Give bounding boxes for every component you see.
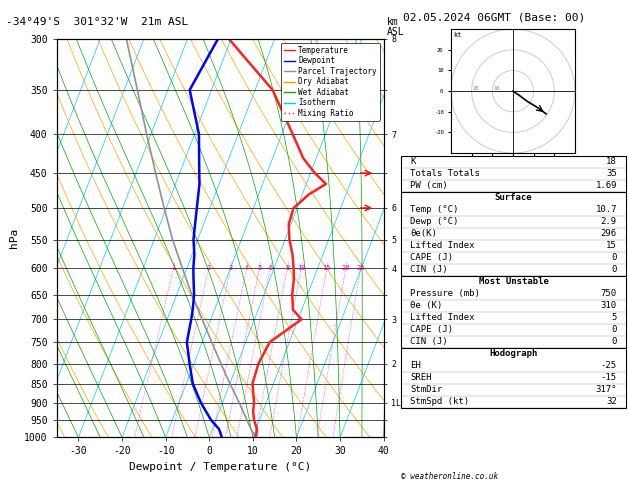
Text: θe(K): θe(K): [410, 229, 437, 238]
Text: 8: 8: [286, 265, 289, 271]
Text: Most Unstable: Most Unstable: [479, 277, 548, 286]
Text: 10.7: 10.7: [596, 205, 617, 214]
Text: Surface: Surface: [495, 193, 532, 202]
Text: 0: 0: [611, 325, 617, 334]
Text: 1: 1: [171, 265, 175, 271]
Text: 296: 296: [601, 229, 617, 238]
Text: 0: 0: [611, 337, 617, 346]
Text: Pressure (mb): Pressure (mb): [410, 289, 480, 298]
Text: 02.05.2024 06GMT (Base: 00): 02.05.2024 06GMT (Base: 00): [403, 12, 585, 22]
Text: 0: 0: [611, 265, 617, 274]
Text: 6: 6: [268, 265, 272, 271]
Text: 4: 4: [245, 265, 249, 271]
Text: km: km: [387, 17, 399, 27]
Text: 32: 32: [606, 397, 617, 406]
Text: 317°: 317°: [596, 385, 617, 394]
Text: K: K: [410, 157, 416, 166]
Text: kt: kt: [453, 33, 462, 38]
Text: 5: 5: [611, 313, 617, 322]
Text: Totals Totals: Totals Totals: [410, 169, 480, 178]
Text: CAPE (J): CAPE (J): [410, 325, 454, 334]
Y-axis label: hPa: hPa: [9, 228, 18, 248]
Text: -15: -15: [601, 373, 617, 382]
Text: 3: 3: [228, 265, 233, 271]
Legend: Temperature, Dewpoint, Parcel Trajectory, Dry Adiabat, Wet Adiabat, Isotherm, Mi: Temperature, Dewpoint, Parcel Trajectory…: [281, 43, 380, 121]
Text: Hodograph: Hodograph: [489, 349, 538, 358]
Text: CAPE (J): CAPE (J): [410, 253, 454, 262]
Text: -34°49'S  301°32'W  21m ASL: -34°49'S 301°32'W 21m ASL: [6, 17, 189, 27]
Text: 20: 20: [342, 265, 350, 271]
Text: 2: 2: [207, 265, 211, 271]
Text: 18: 18: [606, 157, 617, 166]
Y-axis label: Mixing Ratio (g/kg): Mixing Ratio (g/kg): [417, 182, 427, 294]
Text: 5: 5: [257, 265, 262, 271]
Text: PW (cm): PW (cm): [410, 181, 448, 190]
Text: 10: 10: [493, 86, 500, 91]
Text: 15: 15: [323, 265, 331, 271]
Text: StmDir: StmDir: [410, 385, 443, 394]
Text: 750: 750: [601, 289, 617, 298]
Text: 20: 20: [472, 86, 479, 91]
Text: ASL: ASL: [387, 27, 404, 37]
Text: Lifted Index: Lifted Index: [410, 241, 475, 250]
Text: 15: 15: [606, 241, 617, 250]
Text: 1.69: 1.69: [596, 181, 617, 190]
Text: Lifted Index: Lifted Index: [410, 313, 475, 322]
Text: 310: 310: [601, 301, 617, 310]
Text: 0: 0: [611, 253, 617, 262]
Text: 25: 25: [357, 265, 365, 271]
Text: -25: -25: [601, 361, 617, 370]
Text: StmSpd (kt): StmSpd (kt): [410, 397, 469, 406]
Text: © weatheronline.co.uk: © weatheronline.co.uk: [401, 472, 498, 481]
Text: SREH: SREH: [410, 373, 431, 382]
Text: 35: 35: [606, 169, 617, 178]
Text: EH: EH: [410, 361, 421, 370]
X-axis label: Dewpoint / Temperature (°C): Dewpoint / Temperature (°C): [129, 462, 311, 472]
Text: Temp (°C): Temp (°C): [410, 205, 459, 214]
Text: θe (K): θe (K): [410, 301, 443, 310]
Text: Dewp (°C): Dewp (°C): [410, 217, 459, 226]
Text: 2.9: 2.9: [601, 217, 617, 226]
Text: CIN (J): CIN (J): [410, 337, 448, 346]
Text: CIN (J): CIN (J): [410, 265, 448, 274]
Text: 10: 10: [297, 265, 306, 271]
